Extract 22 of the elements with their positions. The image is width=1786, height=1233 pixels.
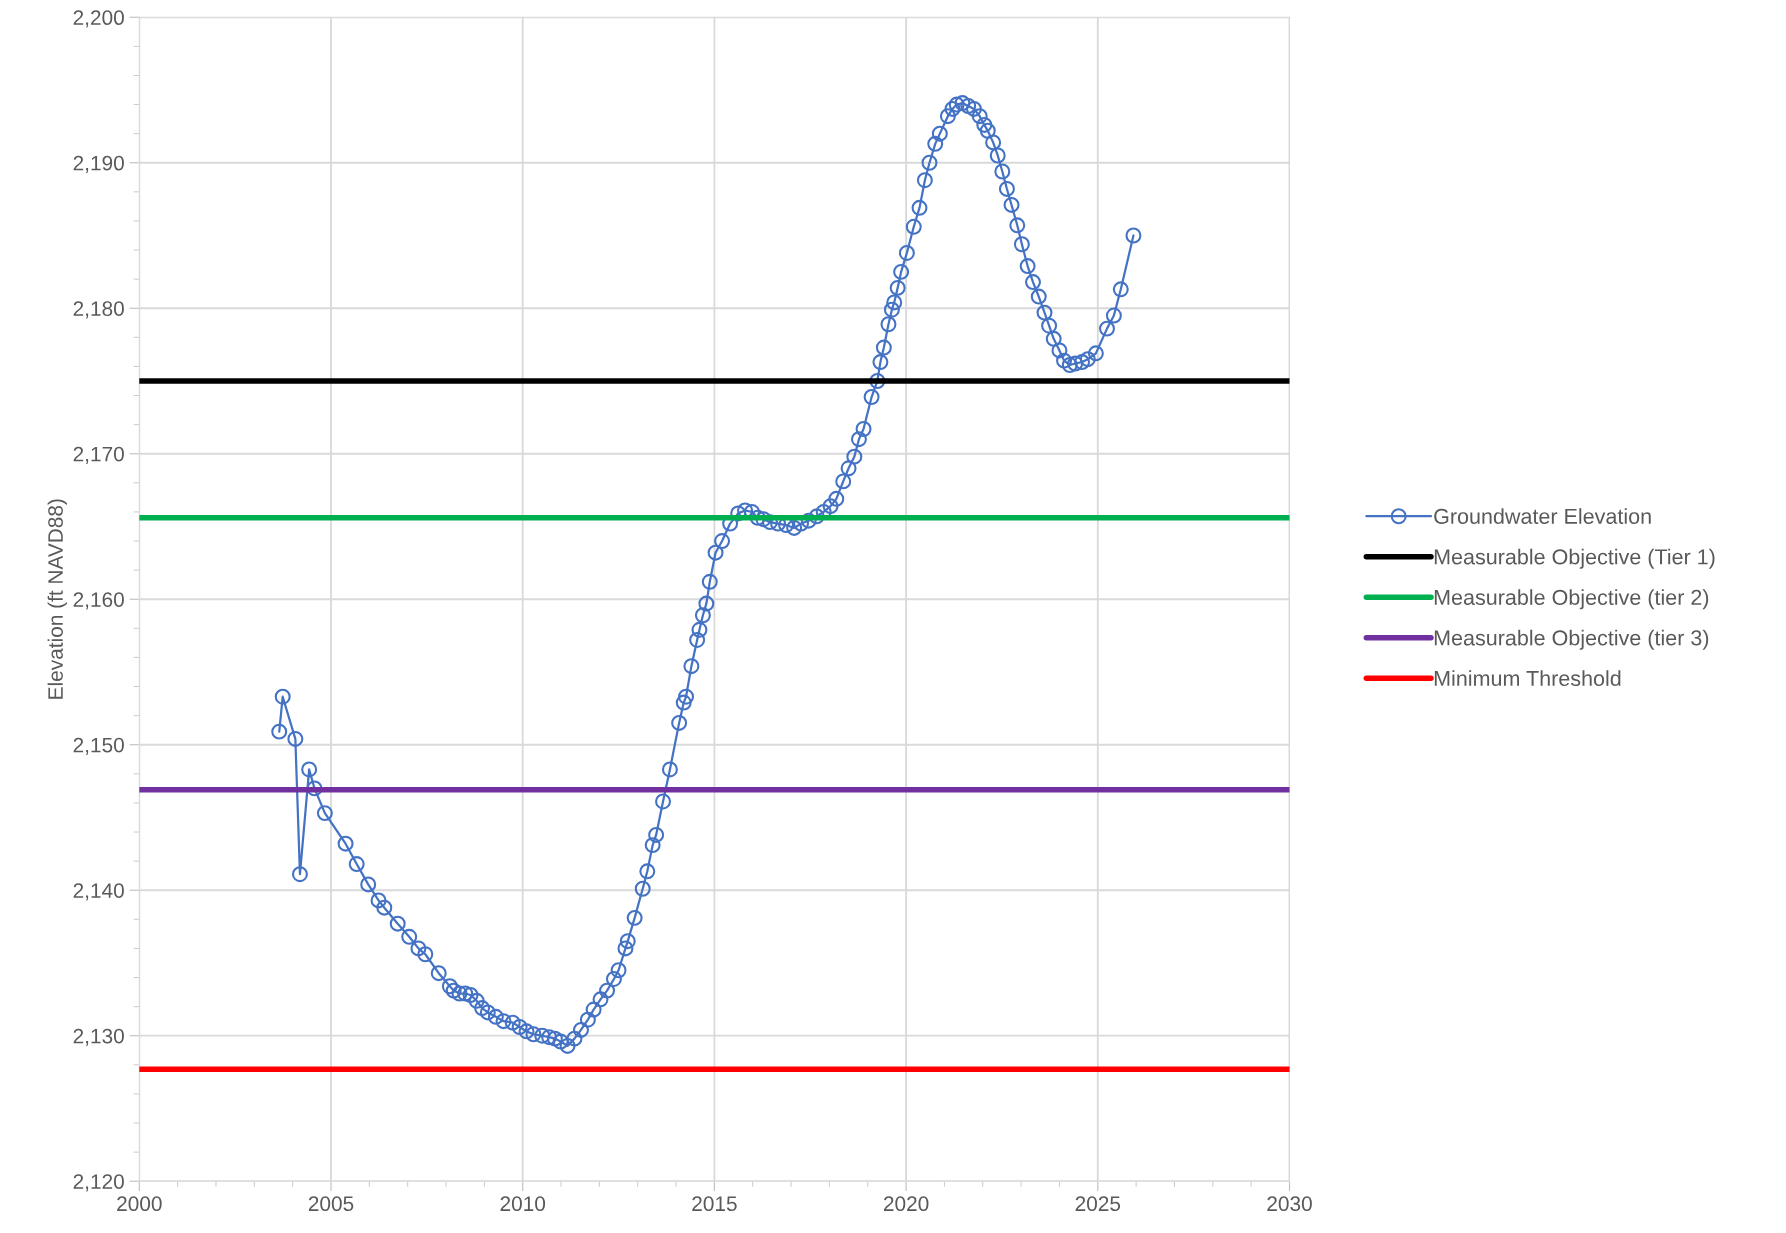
y-tick-label: 2,140 <box>73 883 124 901</box>
legend-label: Measurable Objective (tier 2) <box>1434 589 1709 610</box>
x-tick-label: 2030 <box>1267 1196 1312 1212</box>
legend-label: Measurable Objective (Tier 1) <box>1434 548 1715 569</box>
y-tick-label: 2,180 <box>73 301 124 319</box>
y-tick-label: 2,170 <box>73 446 124 464</box>
y-tick-label: 2,130 <box>73 1028 124 1046</box>
x-tick-label: 2010 <box>500 1196 546 1212</box>
y-axis-title: Elevation (ft NAVD88) <box>47 499 68 699</box>
y-tick-label: 2,120 <box>73 1174 124 1192</box>
y-tick-label: 2,160 <box>73 592 124 610</box>
y-tick-label: 2,200 <box>73 10 124 28</box>
x-tick-label: 2025 <box>1075 1196 1121 1212</box>
x-tick-label: 2015 <box>692 1196 737 1212</box>
x-tick-label: 2000 <box>117 1196 162 1212</box>
y-tick-label: 2,190 <box>73 155 124 173</box>
y-tick-label: 2,150 <box>73 737 124 755</box>
x-tick-label: 2020 <box>883 1196 929 1212</box>
legend-label: Measurable Objective (tier 3) <box>1434 629 1709 650</box>
x-tick-label: 2005 <box>308 1196 354 1212</box>
legend-label: Groundwater Elevation <box>1434 508 1651 524</box>
legend-label: Minimum Threshold <box>1434 670 1621 687</box>
